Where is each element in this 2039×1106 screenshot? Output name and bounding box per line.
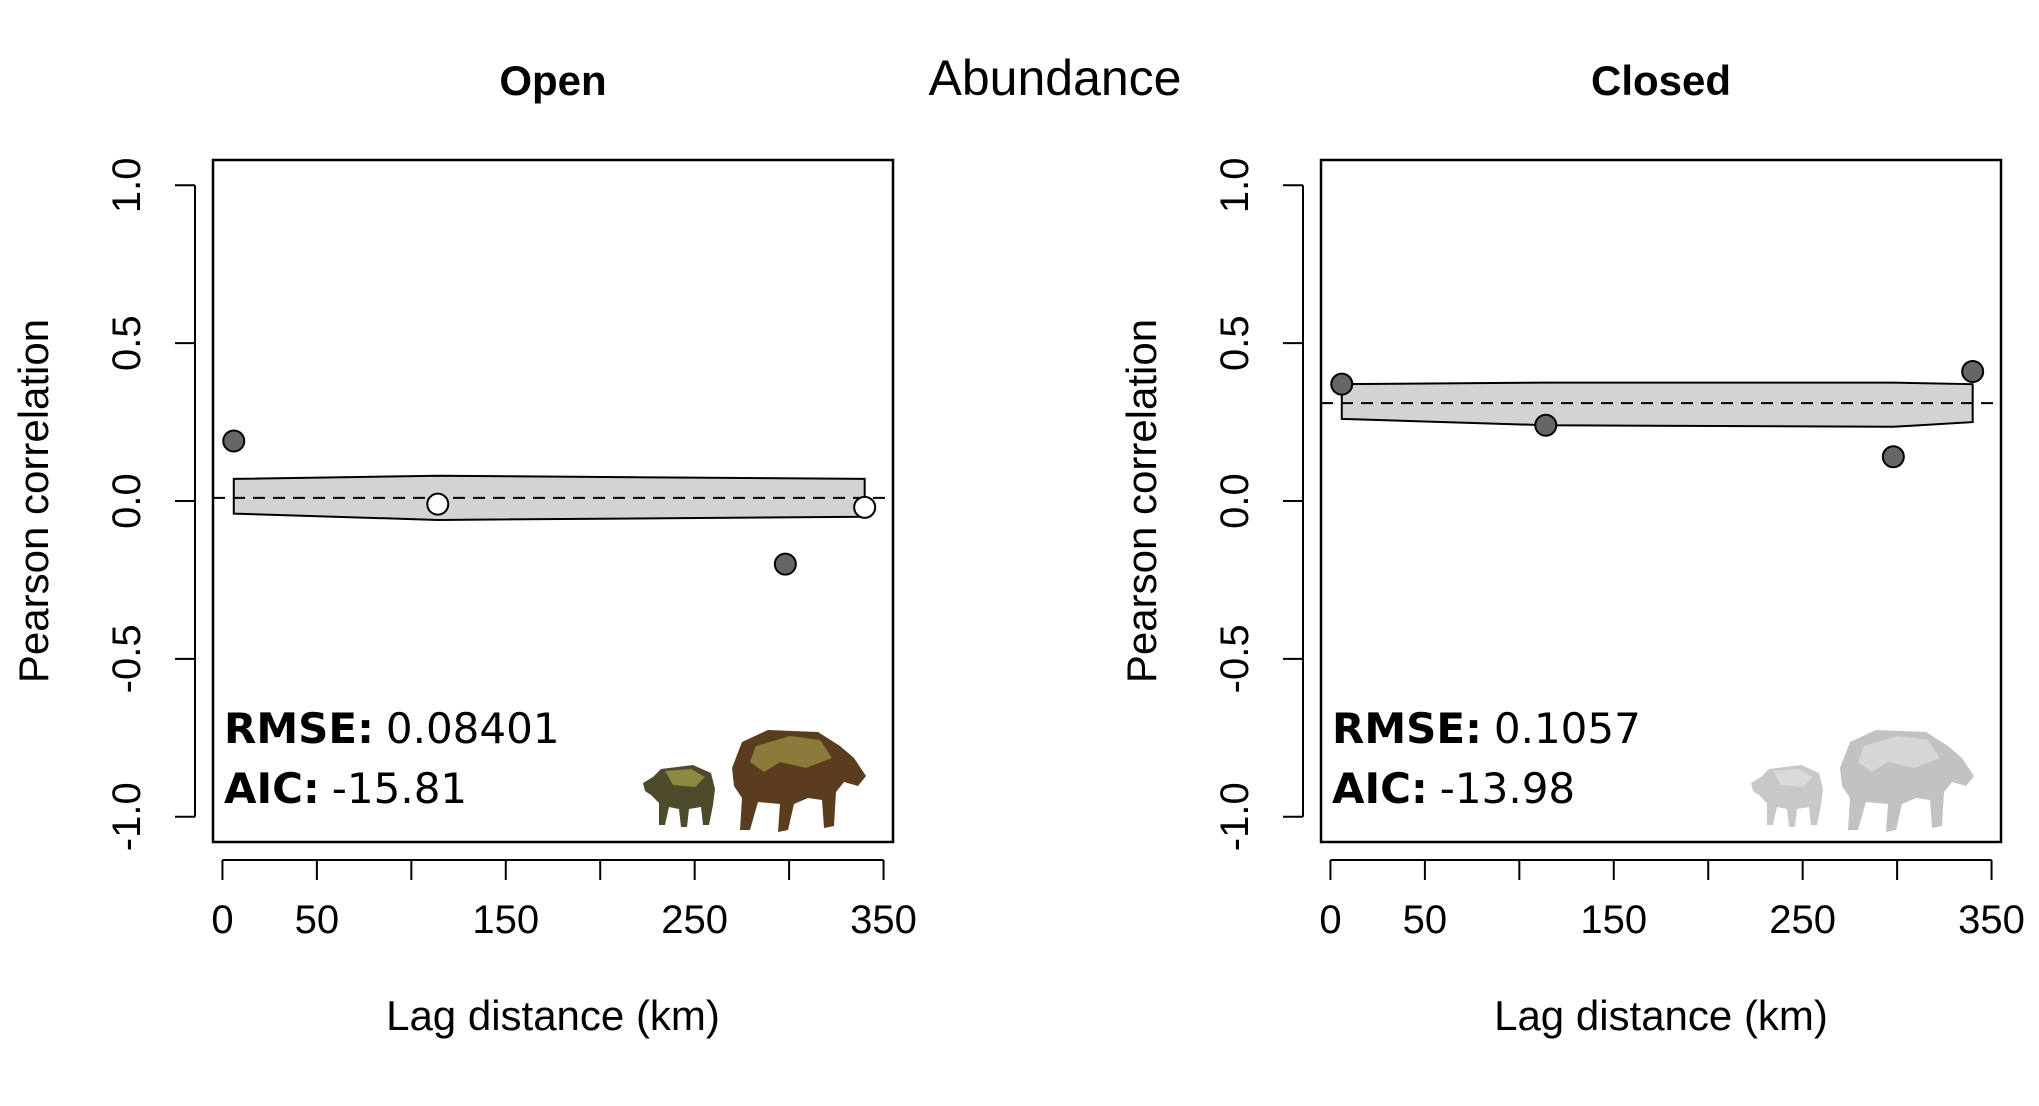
- panel-open: Open 0 50 150 250 350 Lag distance (km) -1.0 -0.…: [10, 57, 917, 1039]
- null-envelope: [1340, 381, 1974, 428]
- plot-frame: [1319, 158, 2003, 844]
- y-tick-label: -1.0: [105, 782, 149, 851]
- aic-value: -13.98: [1440, 764, 1575, 813]
- panel-closed: Closed 0 50 150 250 350 Lag distance (km) -1.0 -…: [1118, 57, 2025, 1039]
- null-envelope: [232, 474, 866, 521]
- rmse-value: 0.1057: [1494, 704, 1641, 753]
- y-axis-label: Pearson correlation: [10, 319, 57, 683]
- y-tick-label: -0.5: [1213, 624, 1257, 693]
- x-axis-label: Lag distance (km): [1494, 992, 1828, 1039]
- peccary-patch: [1773, 769, 1813, 787]
- y-tick-label: 0.5: [1213, 315, 1257, 371]
- significant-point: [1961, 360, 1985, 384]
- y-axis-label: Pearson correlation: [1118, 319, 1165, 683]
- rmse-text: RMSE: 0.1057: [1332, 704, 1641, 753]
- peccary-silhouette-icon: [1751, 765, 1823, 827]
- x-tick-label: 350: [1958, 898, 2025, 942]
- y-tick-label: 1.0: [105, 157, 149, 213]
- x-tick-label: 50: [295, 898, 340, 942]
- peccary-silhouette-icon: [643, 765, 715, 827]
- x-axis-label: Lag distance (km): [386, 992, 720, 1039]
- nonsignificant-point: [853, 495, 877, 519]
- x-tick-label: 350: [850, 898, 917, 942]
- y-tick-label: 0.5: [105, 315, 149, 371]
- significant-point: [773, 552, 797, 576]
- peccary-patch: [665, 769, 705, 787]
- aic-text: AIC: -15.81: [224, 764, 467, 813]
- panel-title: Open: [499, 57, 606, 104]
- significant-point: [222, 429, 246, 453]
- x-tick-label: 50: [1403, 898, 1448, 942]
- tapir-patch: [750, 736, 832, 772]
- x-tick-label: 250: [1769, 898, 1836, 942]
- tapir-silhouette-icon: [1840, 730, 1974, 832]
- panel-title: Closed: [1591, 57, 1731, 104]
- y-tick-label: -1.0: [1213, 782, 1257, 851]
- aic-value: -15.81: [332, 764, 467, 813]
- aic-key: AIC:: [224, 764, 320, 813]
- tapir-silhouette-icon: [732, 730, 866, 832]
- x-tick-label: 250: [661, 898, 728, 942]
- x-tick-label: 0: [211, 898, 233, 942]
- significant-point: [1330, 372, 1354, 396]
- y-tick-label: 0.0: [1213, 473, 1257, 529]
- y-tick-label: 0.0: [105, 473, 149, 529]
- significant-point: [1534, 413, 1558, 437]
- nonsignificant-point: [426, 492, 450, 516]
- x-tick-label: 0: [1319, 898, 1341, 942]
- x-tick-label: 150: [1580, 898, 1647, 942]
- y-tick-label: 1.0: [1213, 157, 1257, 213]
- rmse-text: RMSE: 0.08401: [224, 704, 560, 753]
- rmse-key: RMSE:: [1332, 704, 1482, 753]
- aic-text: AIC: -13.98: [1332, 764, 1575, 813]
- y-tick-label: -0.5: [105, 624, 149, 693]
- rmse-key: RMSE:: [224, 704, 374, 753]
- rmse-value: 0.08401: [386, 704, 560, 753]
- x-tick-label: 150: [472, 898, 539, 942]
- plot-frame: [211, 158, 895, 844]
- figure-title: Abundance: [928, 50, 1181, 106]
- tapir-patch: [1858, 736, 1940, 772]
- aic-key: AIC:: [1332, 764, 1428, 813]
- significant-point: [1881, 445, 1905, 469]
